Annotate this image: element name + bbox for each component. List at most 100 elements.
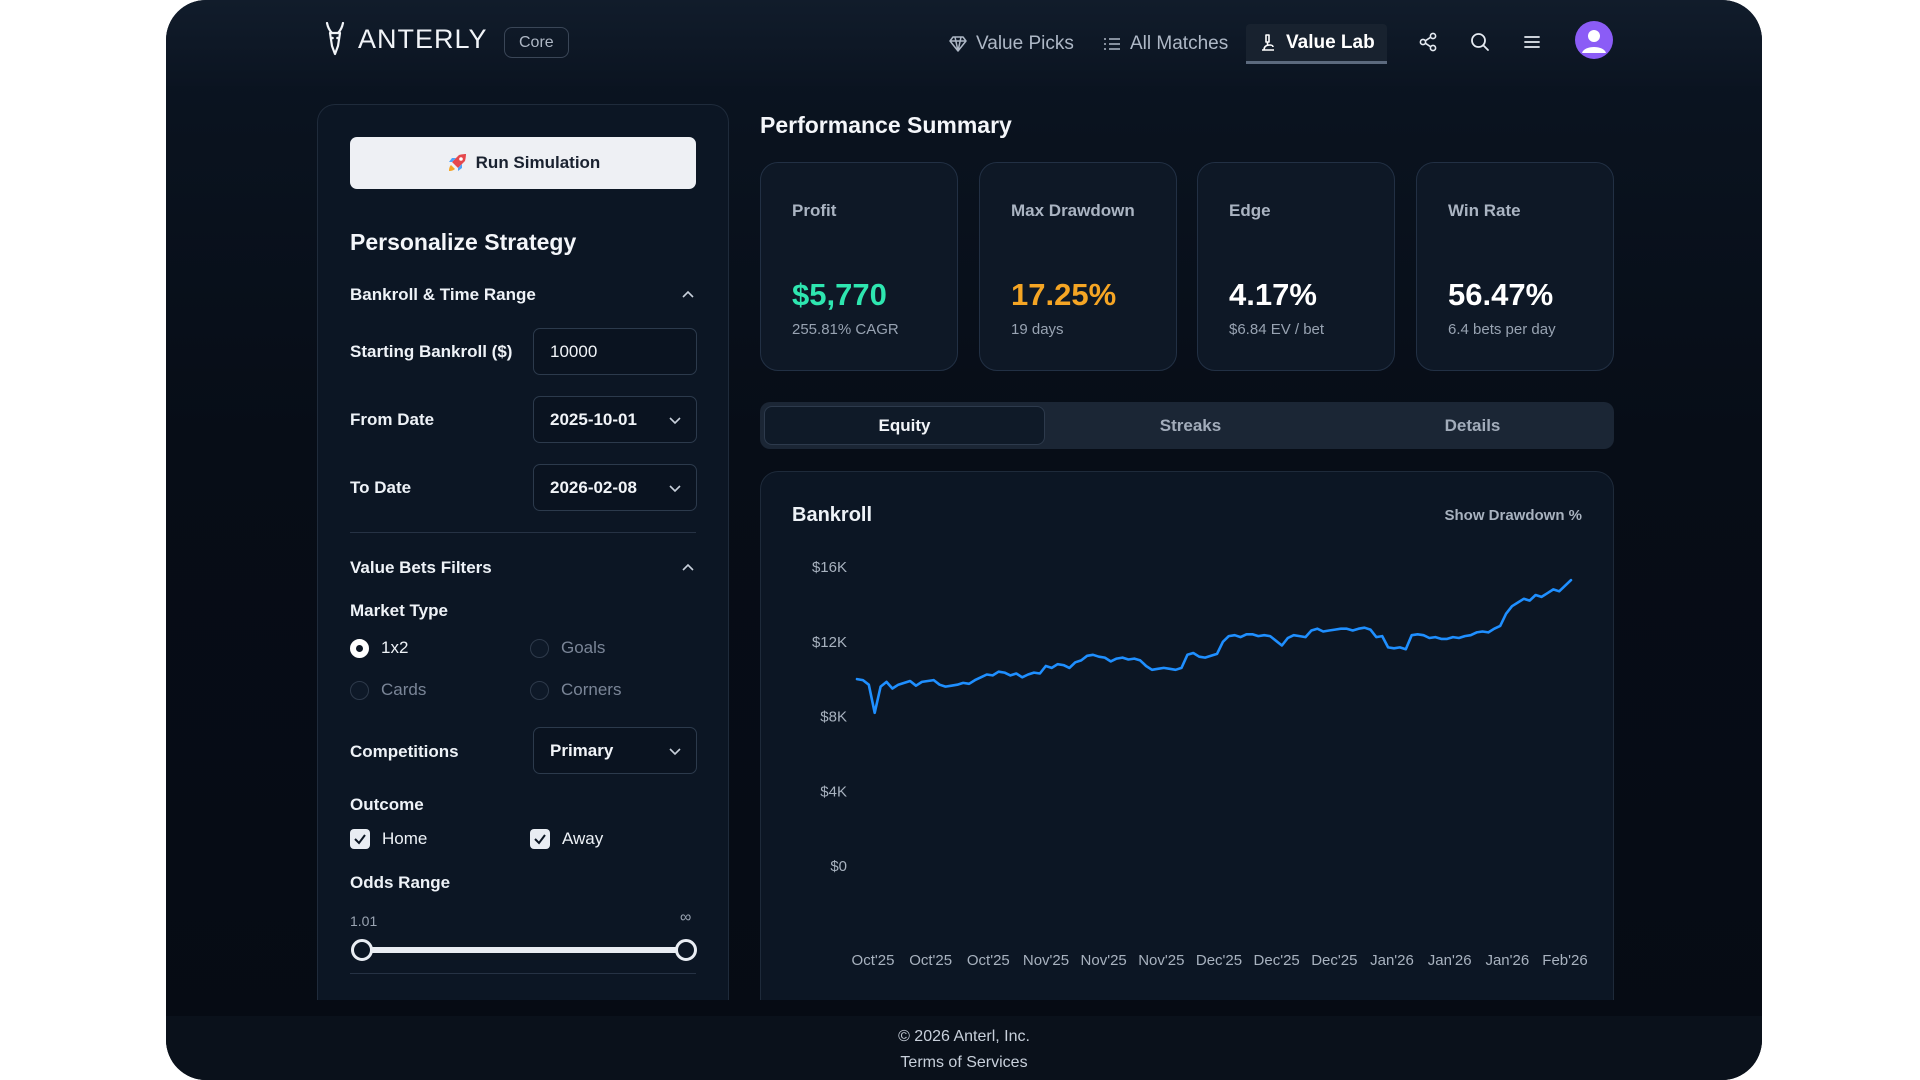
brand-logo[interactable]: ANTERLY [324, 22, 488, 56]
menu-icon[interactable] [1520, 30, 1544, 54]
checkmark-icon [534, 834, 546, 845]
nav-value-picks[interactable]: Value Picks [948, 24, 1074, 64]
chevron-down-icon [669, 485, 681, 493]
odds-max-value: ∞ [680, 909, 692, 926]
market-type-label: Market Type [350, 601, 448, 620]
run-simulation-button[interactable]: Run Simulation [350, 137, 696, 189]
x-tick-label: Jan'26 [1485, 952, 1529, 969]
run-simulation-label: Run Simulation [475, 153, 601, 172]
radio-dot [350, 680, 369, 700]
x-tick-label: Nov'25 [1138, 952, 1184, 969]
competitions-value: Primary [550, 740, 614, 760]
to-date-value: 2026-02-08 [550, 477, 637, 497]
checkmark-icon [354, 834, 366, 845]
nav-value-lab[interactable]: Value Lab [1246, 24, 1387, 64]
stat-label: Edge [1229, 201, 1271, 220]
checkbox-box [530, 829, 550, 849]
stat-card-max-drawdown: Max Drawdown 17.25% 19 days [979, 162, 1177, 371]
bankroll-series-line [855, 578, 1573, 715]
radio-cards[interactable]: Cards [350, 680, 426, 700]
nav-all-matches[interactable]: All Matches [1102, 24, 1228, 64]
radio-label: 1x2 [381, 638, 409, 657]
tab-equity[interactable]: Equity [764, 406, 1045, 445]
checkbox-box [350, 829, 370, 849]
chevron-up-icon[interactable] [680, 287, 696, 303]
chevron-up-icon[interactable] [680, 560, 696, 576]
stat-label: Win Rate [1448, 201, 1521, 220]
odds-range-label: Odds Range [350, 873, 451, 892]
list-icon [1104, 38, 1120, 50]
y-tick-label: $8K [820, 709, 847, 726]
terms-link[interactable]: Terms of Services [900, 1054, 1028, 1071]
section-divider [350, 973, 696, 974]
rocket-icon [448, 154, 466, 171]
section-bankroll-title: Bankroll & Time Range [350, 285, 536, 304]
stat-subtext: 19 days [1011, 321, 1064, 338]
user-icon [1582, 30, 1606, 53]
x-tick-label: Dec'25 [1254, 952, 1300, 969]
radio-label: Corners [561, 680, 622, 699]
nav-label: All Matches [1130, 33, 1229, 54]
antelope-logo-icon [325, 22, 345, 56]
y-tick-label: $0 [830, 858, 847, 875]
panel-title: Personalize Strategy [350, 229, 577, 255]
radio-corners[interactable]: Corners [530, 680, 621, 700]
x-tick-label: Dec'25 [1311, 952, 1357, 969]
x-tick-label: Jan'26 [1370, 952, 1414, 969]
y-tick-label: $4K [820, 783, 847, 800]
odds-range-track[interactable] [362, 947, 686, 953]
x-tick-label: Oct'25 [967, 952, 1010, 969]
tab-streaks[interactable]: Streaks [1159, 415, 1222, 435]
stat-value: 56.47% [1448, 277, 1554, 312]
section-divider [350, 532, 696, 533]
odds-min-handle[interactable] [351, 939, 373, 961]
bankroll-chart: $0 $4K $8K $12K $16K Oct'25 Oct'25 Oct'25 Nov'2… [812, 559, 1588, 969]
copyright-text: © 2026 Anterl, Inc. [898, 1028, 1030, 1045]
diamond-icon [949, 36, 967, 52]
strategy-panel: Run Simulation Personalize Strategy Bank… [317, 104, 729, 1000]
section-filters-title: Value Bets Filters [350, 558, 492, 577]
show-drawdown-toggle[interactable]: Show Drawdown % [1444, 507, 1582, 524]
starting-bankroll-label: Starting Bankroll ($) [350, 342, 513, 361]
to-date-picker[interactable]: 2026-02-08 [533, 464, 697, 511]
share-icon[interactable] [1416, 30, 1440, 54]
odds-min-value: 1.01 [350, 913, 378, 929]
x-tick-label: Oct'25 [852, 952, 895, 969]
checkbox-label: Home [382, 829, 428, 848]
from-date-picker[interactable]: 2025-10-01 [533, 396, 697, 443]
performance-summary-title: Performance Summary [760, 112, 1012, 138]
stat-subtext: 255.81% CAGR [792, 321, 899, 338]
chevron-down-icon [669, 748, 681, 756]
radio-label: Cards [381, 680, 427, 699]
x-tick-label: Oct'25 [909, 952, 952, 969]
checkbox-home[interactable]: Home [350, 829, 427, 849]
stat-label: Max Drawdown [1011, 201, 1135, 220]
radio-goals[interactable]: Goals [530, 638, 605, 658]
competitions-label: Competitions [350, 742, 459, 761]
competitions-select[interactable]: Primary [533, 727, 697, 774]
footer: © 2026 Anterl, Inc. Terms of Services [166, 1016, 1762, 1080]
plan-badge: Core [504, 27, 569, 58]
app-window: ANTERLY Core Value Picks All Matches Val… [166, 0, 1762, 1080]
avatar[interactable] [1575, 21, 1613, 59]
x-tick-label: Nov'25 [1023, 952, 1069, 969]
x-tick-label: Nov'25 [1081, 952, 1127, 969]
y-axis: $0 $4K $8K $12K $16K [812, 559, 847, 875]
starting-bankroll-input[interactable]: 10000 [533, 328, 697, 375]
nav-label: Value Picks [976, 33, 1074, 54]
radio-dot [530, 680, 549, 700]
chart-title: Bankroll [792, 504, 873, 526]
x-tick-label: Feb'26 [1542, 952, 1587, 969]
x-tick-label: Jan'26 [1428, 952, 1472, 969]
radio-1x2[interactable]: 1x2 [350, 638, 408, 658]
checkbox-label: Away [562, 829, 604, 848]
radio-dot [350, 638, 369, 658]
stat-subtext: $6.84 EV / bet [1229, 321, 1325, 338]
tab-details[interactable]: Details [1444, 415, 1501, 435]
stat-value: 17.25% [1011, 277, 1117, 312]
from-date-value: 2025-10-01 [550, 409, 637, 429]
odds-max-handle[interactable] [675, 939, 697, 961]
top-navigation-bar: ANTERLY Core Value Picks All Matches Val… [166, 0, 1762, 86]
search-icon[interactable] [1468, 30, 1492, 54]
checkbox-away[interactable]: Away [530, 829, 603, 849]
